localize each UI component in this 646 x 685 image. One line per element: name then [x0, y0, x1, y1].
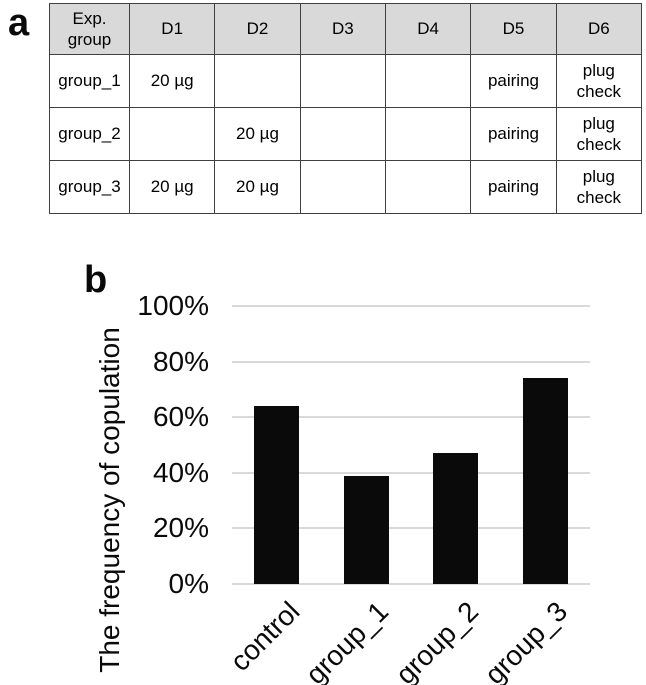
y-tick-label: 60% [152, 401, 209, 433]
table-header-cell: D1 [128, 3, 216, 55]
table-row: group_3 20 µg 20 µg pairing plug check [49, 160, 643, 214]
gridline [232, 305, 590, 307]
table-cell [299, 160, 386, 214]
table-cell [214, 54, 301, 108]
bar-group_3 [522, 378, 568, 584]
table-cell: 20 µg [128, 160, 216, 214]
table-cell: pairing [470, 107, 557, 161]
table-cell: plug check [555, 160, 643, 214]
y-tick-label: 0% [168, 568, 209, 599]
gridline [232, 471, 590, 474]
y-tick-label: 40% [152, 456, 209, 488]
table-cell [299, 107, 386, 161]
table-header-cell: D2 [214, 3, 301, 55]
gridline [232, 416, 590, 419]
table-body: group_1 20 µg pairing plug check group_2 20 µ… [49, 54, 643, 214]
table-cell: group_3 [49, 160, 130, 214]
table-cell: 20 µg [128, 54, 216, 108]
experiment-schedule-table: Exp. group D1 D2 D3 D4 D5 D6 group_1 20 µg pairi… [49, 3, 643, 214]
table-row: group_2 20 µg pairing plug check [49, 107, 643, 161]
table-cell [128, 107, 216, 161]
panel-a-label: a [8, 2, 30, 44]
x-tick-label: group_1 [300, 595, 395, 685]
gridline [232, 583, 590, 585]
bar-group_2 [433, 453, 479, 584]
x-tick-label: control [223, 595, 306, 677]
table-cell [299, 54, 386, 108]
y-axis-title: The frequency of copulation [94, 327, 125, 673]
bar-group_1 [343, 475, 389, 584]
table-cell: pairing [470, 160, 557, 214]
table-cell: plug check [555, 54, 643, 108]
y-tick-label: 80% [152, 345, 209, 377]
plot-area [232, 305, 590, 585]
table-header-cell: D4 [384, 3, 472, 55]
table-cell: pairing [470, 54, 557, 108]
bar-control [254, 406, 300, 584]
x-tick-label: group_2 [389, 595, 485, 685]
y-tick-label: 20% [152, 512, 209, 544]
table-cell [384, 160, 472, 214]
panel-b-label: b [84, 259, 108, 301]
y-tick-label: 100% [137, 290, 209, 321]
gridline [232, 527, 590, 530]
table-cell [384, 107, 472, 161]
table-row: group_1 20 µg pairing plug check [49, 54, 643, 108]
x-tick-label: group_3 [479, 595, 574, 685]
table-cell: 20 µg [214, 160, 301, 214]
table-header-cell: D3 [299, 3, 386, 55]
table-header-cell: D6 [555, 3, 643, 55]
gridline [232, 360, 590, 363]
table-header-row: Exp. group D1 D2 D3 D4 D5 D6 [49, 3, 643, 55]
table-header-cell: D5 [470, 3, 557, 55]
